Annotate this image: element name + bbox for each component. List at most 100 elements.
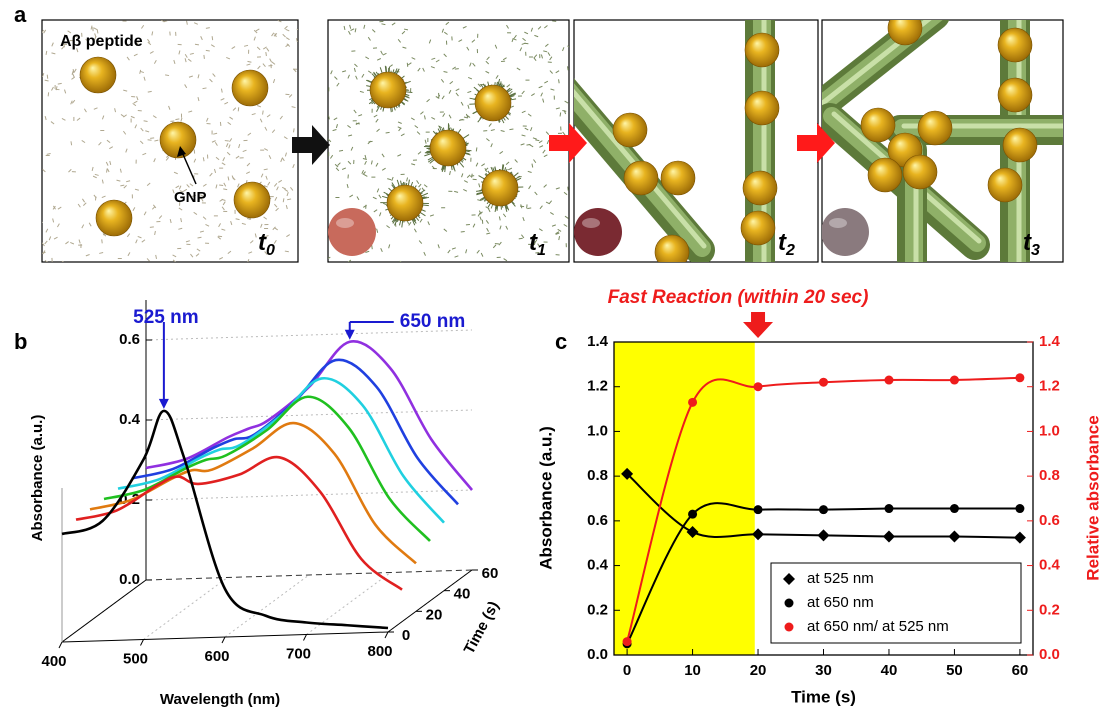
gold-nanoparticle (861, 108, 895, 142)
gold-nanoparticle (918, 111, 952, 145)
gold-nanoparticle (868, 158, 902, 192)
gold-nanoparticle (988, 168, 1022, 202)
gold-nanoparticle (613, 113, 647, 147)
x-tick-label: 400 (41, 653, 66, 670)
y-tick-label: 0.2 (587, 601, 608, 618)
peptide (223, 189, 227, 190)
y-tick-label: 1.4 (587, 333, 609, 350)
solution-vial (328, 208, 376, 256)
peptide (212, 36, 213, 40)
peptide (372, 245, 373, 249)
data-point (819, 378, 828, 387)
y-tick-label: 0.0 (119, 571, 140, 588)
gold-nanoparticle (430, 130, 466, 166)
peptide (567, 66, 568, 70)
x-tick-label: 60 (1012, 662, 1029, 679)
peptide (204, 55, 205, 59)
waterfall-chart: b0.00.20.40.64005006007008000204060Wavel… (14, 300, 502, 708)
gold-nanoparticle (160, 122, 196, 158)
panel-label: b (14, 329, 27, 354)
data-point (754, 505, 763, 514)
solution-vial (574, 208, 622, 256)
x-tick-label: 10 (684, 662, 701, 679)
legend-label: at 650 nm (807, 594, 874, 611)
peptide (339, 150, 343, 151)
gold-nanoparticle (624, 161, 658, 195)
schematic: t0t1t2t3Aβ peptideGNP (39, 6, 1079, 275)
peptide (559, 79, 560, 83)
peptide (386, 132, 390, 133)
legend-label: at 650 nm/ at 525 nm (807, 618, 949, 635)
y-axis-title: Absorbance (a.u.) (29, 415, 46, 542)
peptide (519, 238, 523, 239)
y2-tick-label: 1.2 (1039, 378, 1060, 395)
peptide (206, 50, 210, 51)
peptide (165, 75, 169, 76)
y-tick-label: 1.2 (587, 378, 608, 395)
x-tick-label: 600 (204, 648, 229, 665)
gold-nanoparticle (888, 11, 922, 45)
peptide-label: Aβ peptide (60, 33, 143, 50)
data-point (1015, 504, 1024, 513)
y2-tick-label: 0.0 (1039, 646, 1060, 663)
data-point (623, 637, 632, 646)
data-point (950, 376, 959, 385)
gold-nanoparticle (80, 57, 116, 93)
spectrum (76, 457, 402, 590)
peptide (198, 237, 202, 238)
gold-nanoparticle (655, 235, 689, 269)
data-point (884, 504, 893, 513)
time-subscript: 0 (266, 242, 275, 259)
peptide (285, 251, 289, 252)
x-tick-label: 800 (367, 643, 392, 660)
gold-nanoparticle (370, 72, 406, 108)
x-tick-label: 500 (123, 650, 148, 667)
gold-nanoparticle (743, 171, 777, 205)
peptide (48, 92, 49, 96)
peptide (219, 185, 223, 186)
y-tick-label: 0.4 (587, 557, 609, 574)
y2-tick-label: 1.4 (1039, 333, 1061, 350)
panel-label: c (555, 329, 567, 354)
kinetics-chart: c0.00.20.40.60.81.01.21.40.00.20.40.60.8… (536, 287, 1102, 706)
data-point (819, 505, 828, 514)
y-tick-label: 0.6 (587, 512, 608, 529)
peptide (203, 88, 207, 89)
y2-tick-label: 0.4 (1039, 557, 1061, 574)
grid-line (146, 410, 472, 420)
peptide (47, 75, 48, 79)
data-point (1014, 532, 1026, 544)
peptide (392, 108, 393, 112)
y2-axis-title: Relative absorbance (1083, 415, 1102, 580)
peptide (560, 113, 561, 117)
peptide (472, 174, 473, 178)
y2-tick-label: 0.6 (1039, 512, 1060, 529)
annotation: 525 nm (133, 307, 198, 328)
vial-highlight (829, 218, 847, 228)
peptide (195, 44, 199, 45)
gold-nanoparticle (998, 78, 1032, 112)
x-tick (385, 632, 388, 638)
x-axis-title: Time (s) (791, 687, 856, 706)
peptide (107, 169, 108, 173)
gold-nanoparticle (998, 28, 1032, 62)
gold-nanoparticle (96, 200, 132, 236)
data-point (1015, 373, 1024, 382)
x-tick-label: 0 (623, 662, 631, 679)
data-point (950, 504, 959, 513)
y-tick-label: 0.8 (587, 467, 608, 484)
peptide (46, 51, 47, 55)
y-tick-label: 0.6 (119, 331, 140, 348)
data-point (948, 531, 960, 543)
data-point (785, 623, 794, 632)
peptide (283, 198, 284, 202)
data-point (688, 398, 697, 407)
gold-nanoparticle (741, 211, 775, 245)
time-subscript: 2 (785, 242, 795, 259)
y-tick-label: 0.4 (119, 411, 141, 428)
peptide (535, 140, 539, 141)
x-tick-label: 30 (815, 662, 832, 679)
x-axis-title: Wavelength (nm) (160, 691, 280, 708)
peptide (247, 219, 251, 220)
data-point (688, 510, 697, 519)
